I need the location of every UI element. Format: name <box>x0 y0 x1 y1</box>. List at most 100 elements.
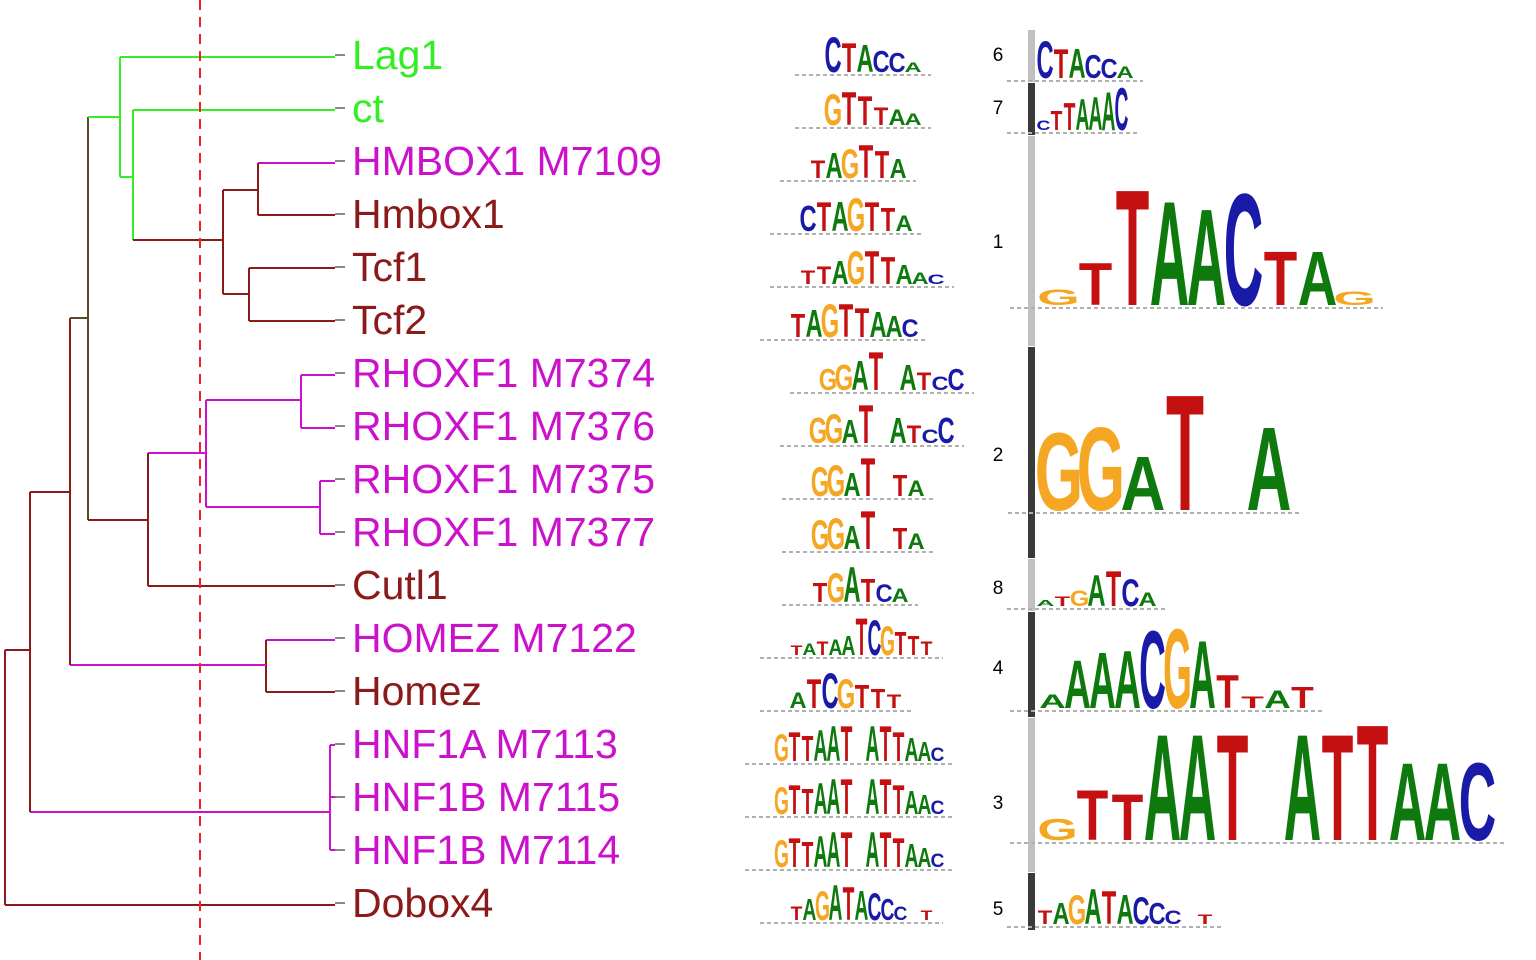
logo-letter: C <box>1459 741 1496 864</box>
cluster-bar <box>1028 83 1035 135</box>
logo-letter: C <box>1224 162 1264 340</box>
logo-letter: T <box>1055 594 1071 609</box>
logo-letter: A <box>1116 887 1133 934</box>
logo-letter: C <box>931 745 945 766</box>
logo-letter: G <box>774 833 789 876</box>
leaf-logo: GGA T T A <box>782 447 934 508</box>
logo-letter: C <box>927 272 944 288</box>
leaf-label: RHOXF1 M7375 <box>352 456 655 502</box>
leaf-logo: T AG T T A <box>780 135 916 188</box>
logo-letter: T <box>843 878 855 930</box>
leaf-logo: GGA T A T CC <box>780 394 964 455</box>
logo-letter: A <box>789 688 806 713</box>
logo-letter: T <box>881 202 896 239</box>
logo-letter: T <box>921 639 933 660</box>
cluster-bar <box>1028 612 1035 717</box>
logo-letter: G <box>809 411 827 451</box>
logo-letter: T <box>1116 156 1149 341</box>
leaf-logo: G T T T AA <box>795 82 931 135</box>
logo-letter: T <box>880 769 892 824</box>
cluster-logo: GT T AA T A T T AAC <box>1010 690 1505 875</box>
logo-letter: A <box>866 822 880 877</box>
logo-letter: A <box>904 60 921 76</box>
logo-letter: T <box>874 104 889 132</box>
logo-letter: T <box>856 609 868 667</box>
logo-letter: A <box>1247 404 1292 537</box>
logo-letter: T <box>1291 681 1314 715</box>
logo-letter: C <box>1164 906 1182 928</box>
logo-letter: A <box>803 640 817 658</box>
logo-letter: T <box>802 730 814 770</box>
leaf-logo: T A T A A T CG T T T <box>760 609 943 667</box>
logo-letter: A <box>904 110 921 129</box>
cluster-logo: GGA T A <box>1008 362 1300 546</box>
logo-letter: G <box>825 406 843 453</box>
logo-letter: T <box>859 394 874 455</box>
leaf-labels: Lag1 ct HMBOX1 M7109 Hmbox1 Tcf1 Tcf2 RHOXF1 M… <box>352 32 662 926</box>
leaf-logo: T T AG T T AAC <box>770 241 954 294</box>
logo-letter: T <box>841 769 853 824</box>
logo-letter: T <box>807 671 822 718</box>
logo-letter: T <box>791 308 806 345</box>
logo-letter: A <box>814 775 828 824</box>
logo-letter: T <box>921 908 934 924</box>
logo-letter: C <box>937 411 954 451</box>
logo-letter: A <box>851 353 868 400</box>
logo-letter: G <box>821 294 839 347</box>
logo-letter: T <box>1241 694 1264 712</box>
logo-letter: G <box>824 85 842 135</box>
logo-letter: A <box>1114 633 1141 726</box>
logo-letter: T <box>1166 362 1204 546</box>
logo-letter: A <box>1089 88 1103 140</box>
logo-letter: C <box>821 665 838 720</box>
logo-letter: A <box>1138 589 1156 611</box>
logo-letter: T <box>789 724 801 770</box>
logo-letter: G <box>1037 814 1077 848</box>
cluster-number: 5 <box>993 899 1004 920</box>
logo-letter: A <box>814 722 828 771</box>
logo-letter: T <box>869 341 884 402</box>
logo-letter: T <box>1038 906 1052 928</box>
logo-letter: A <box>911 269 928 288</box>
logo-letter: T <box>893 468 908 503</box>
logo-letter: A <box>842 631 856 662</box>
logo-letter: T <box>1322 704 1354 874</box>
leaf-label: Tcf2 <box>352 297 427 343</box>
logo-letter: A <box>825 146 842 186</box>
logo-letter: A <box>891 584 909 606</box>
logo-letter: A <box>895 211 912 236</box>
logo-letter: G <box>815 883 830 929</box>
logo-letter: G <box>1070 587 1090 611</box>
logo-letter: G <box>1333 288 1376 310</box>
logo-letter: T <box>1198 912 1213 928</box>
logo-letter: A <box>1036 598 1055 607</box>
logo-letter: A <box>885 309 902 344</box>
logo-letter: C <box>894 904 908 925</box>
logo-letter: A <box>827 769 841 824</box>
logo-letter: C <box>931 372 949 394</box>
cluster-bar <box>1028 873 1035 930</box>
logo-letter: G <box>847 241 865 294</box>
logo-letter: C <box>1132 889 1149 932</box>
logo-letter: T <box>1051 106 1063 137</box>
logo-letter: T <box>1064 96 1076 139</box>
cluster-number: 4 <box>993 658 1004 679</box>
logo-letter: C <box>1100 54 1117 84</box>
logo-letter: T <box>1102 881 1117 934</box>
leaf-logo: T AGA T A C C C T <box>760 875 943 931</box>
logo-letter: A <box>1052 896 1069 931</box>
leaf-label: Hmbox1 <box>352 191 505 237</box>
cluster-number: 8 <box>993 578 1004 599</box>
logo-letter: T <box>907 422 922 450</box>
logo-letter: T <box>887 690 901 712</box>
logo-letter: C <box>824 29 841 84</box>
logo-letter: T <box>817 194 832 241</box>
logo-letter: G <box>1068 887 1086 934</box>
logo-letter: A <box>827 716 841 771</box>
cluster-bar <box>1028 559 1035 611</box>
leaf-label: RHOXF1 M7377 <box>352 509 655 555</box>
logo-letter: A <box>918 843 932 874</box>
